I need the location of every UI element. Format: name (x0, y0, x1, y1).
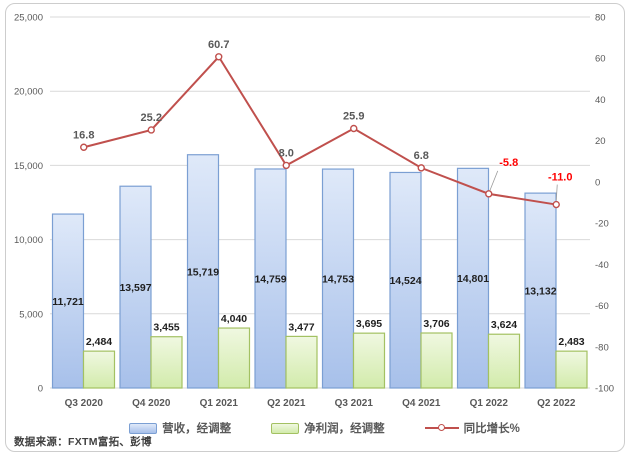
bar-net-profit (352, 332, 386, 389)
bar-net-profit-label: 3,624 (491, 319, 517, 331)
bar-net-profit (285, 335, 318, 389)
legend-item-revenue: 营收，经调整 (129, 420, 231, 436)
bar-net-profit-label: 2,483 (558, 336, 584, 348)
yoy-label: -5.8 (499, 157, 518, 169)
yoy-marker (282, 161, 290, 170)
bar-revenue-label: 14,524 (389, 275, 421, 287)
right-axis-tick-label: -100 (595, 384, 614, 395)
right-axis-tick-label: 80 (595, 13, 606, 24)
yoy-marker (485, 190, 493, 198)
yoy-label: 16.8 (73, 129, 94, 141)
right-axis-tick-label: 20 (595, 136, 606, 147)
bar-net-profit (82, 350, 116, 389)
yoy-label: -11.0 (548, 172, 572, 184)
category-label: Q1 2021 (200, 398, 239, 409)
bar-net-profit-label: 3,706 (423, 318, 449, 330)
yoy-label-leader-line (555, 184, 558, 201)
right-axis-tick-label: -80 (595, 342, 609, 353)
yoy-label-leader-line (489, 170, 499, 191)
bar-net-profit (150, 336, 183, 389)
bar-net-profit (487, 333, 521, 389)
bar-revenue (186, 154, 220, 389)
right-axis-tick-label: 60 (595, 54, 606, 65)
bar-revenue (254, 168, 287, 389)
legend-label-net-profit: 净利润，经调整 (304, 423, 385, 435)
right-axis-tick-label: 0 (595, 177, 600, 188)
line-marker-icon (437, 424, 445, 431)
left-axis-tick-label: 25,000 (14, 13, 43, 24)
bar-revenue (389, 171, 422, 389)
bar-revenue-label: 13,597 (119, 282, 151, 294)
bar-revenue (456, 167, 490, 389)
bar-net-profit-label: 3,477 (288, 321, 314, 333)
left-axis-tick-label: 5,000 (19, 309, 43, 320)
bar-revenue-label: 14,801 (457, 273, 489, 285)
yoy-line-swatch-icon (424, 423, 459, 433)
yoy-label: 6.8 (414, 150, 429, 162)
category-label: Q2 2021 (267, 398, 306, 409)
bar-revenue (51, 213, 85, 389)
bar-revenue-label: 15,719 (187, 266, 219, 278)
bar-revenue (321, 168, 355, 389)
legend-label-yoy-growth: 同比增长% (463, 423, 520, 435)
category-label: Q2 2022 (537, 398, 576, 409)
bar-net-profit (420, 332, 453, 389)
yoy-marker (350, 124, 358, 133)
right-axis-tick-label: -60 (595, 301, 609, 312)
bar-net-profit-label: 3,455 (153, 322, 179, 334)
left-axis-tick-label: 20,000 (14, 87, 43, 98)
bar-revenue-label: 14,753 (322, 274, 354, 286)
bar-net-profit-label: 3,695 (356, 318, 382, 330)
left-axis-tick-label: 10,000 (14, 235, 43, 246)
legend-item-yoy-growth: 同比增长% (424, 420, 520, 436)
right-axis-tick-label: -40 (595, 260, 609, 271)
right-axis-tick-label: -20 (595, 219, 609, 230)
bar-revenue-label: 13,132 (524, 286, 556, 298)
bar-net-profit (217, 327, 251, 389)
legend-label-revenue: 营收，经调整 (162, 423, 232, 435)
bar-revenue (119, 185, 152, 389)
legend-item-net-profit: 净利润，经调整 (271, 420, 385, 436)
source-note: 数据来源：FXTM富拓、彭博 (14, 436, 152, 448)
bar-net-profit-label: 4,040 (221, 313, 247, 325)
yoy-line (83, 55, 557, 206)
right-axis-tick-label: 40 (595, 95, 606, 106)
category-label: Q4 2020 (132, 398, 171, 409)
category-label: Q4 2021 (402, 398, 441, 409)
revenue-bar-swatch-icon (129, 422, 158, 434)
category-label: Q3 2021 (335, 398, 374, 409)
yoy-label: 60.7 (208, 39, 229, 51)
legend: 营收，经调整 净利润，经调整 同比增长% (0, 420, 635, 436)
yoy-marker (80, 143, 88, 151)
bar-net-profit (555, 350, 588, 389)
yoy-label: 25.9 (343, 111, 364, 123)
bar-revenue-label: 14,759 (254, 273, 286, 285)
yoy-marker (147, 126, 155, 134)
yoy-marker (215, 53, 223, 61)
net-profit-bar-swatch-icon (271, 422, 300, 434)
yoy-marker (552, 200, 560, 209)
category-label: Q1 2022 (470, 398, 509, 409)
bar-net-profit-label: 2,484 (86, 336, 112, 348)
yoy-label: 8.0 (279, 147, 294, 159)
category-label: Q3 2020 (65, 398, 104, 409)
yoy-label: 25.2 (141, 112, 162, 124)
bar-revenue (524, 192, 557, 389)
left-axis-tick-label: 0 (38, 384, 43, 395)
yoy-marker (417, 164, 425, 172)
left-axis-tick-label: 15,000 (14, 161, 43, 172)
bar-revenue-label: 11,721 (52, 296, 84, 308)
